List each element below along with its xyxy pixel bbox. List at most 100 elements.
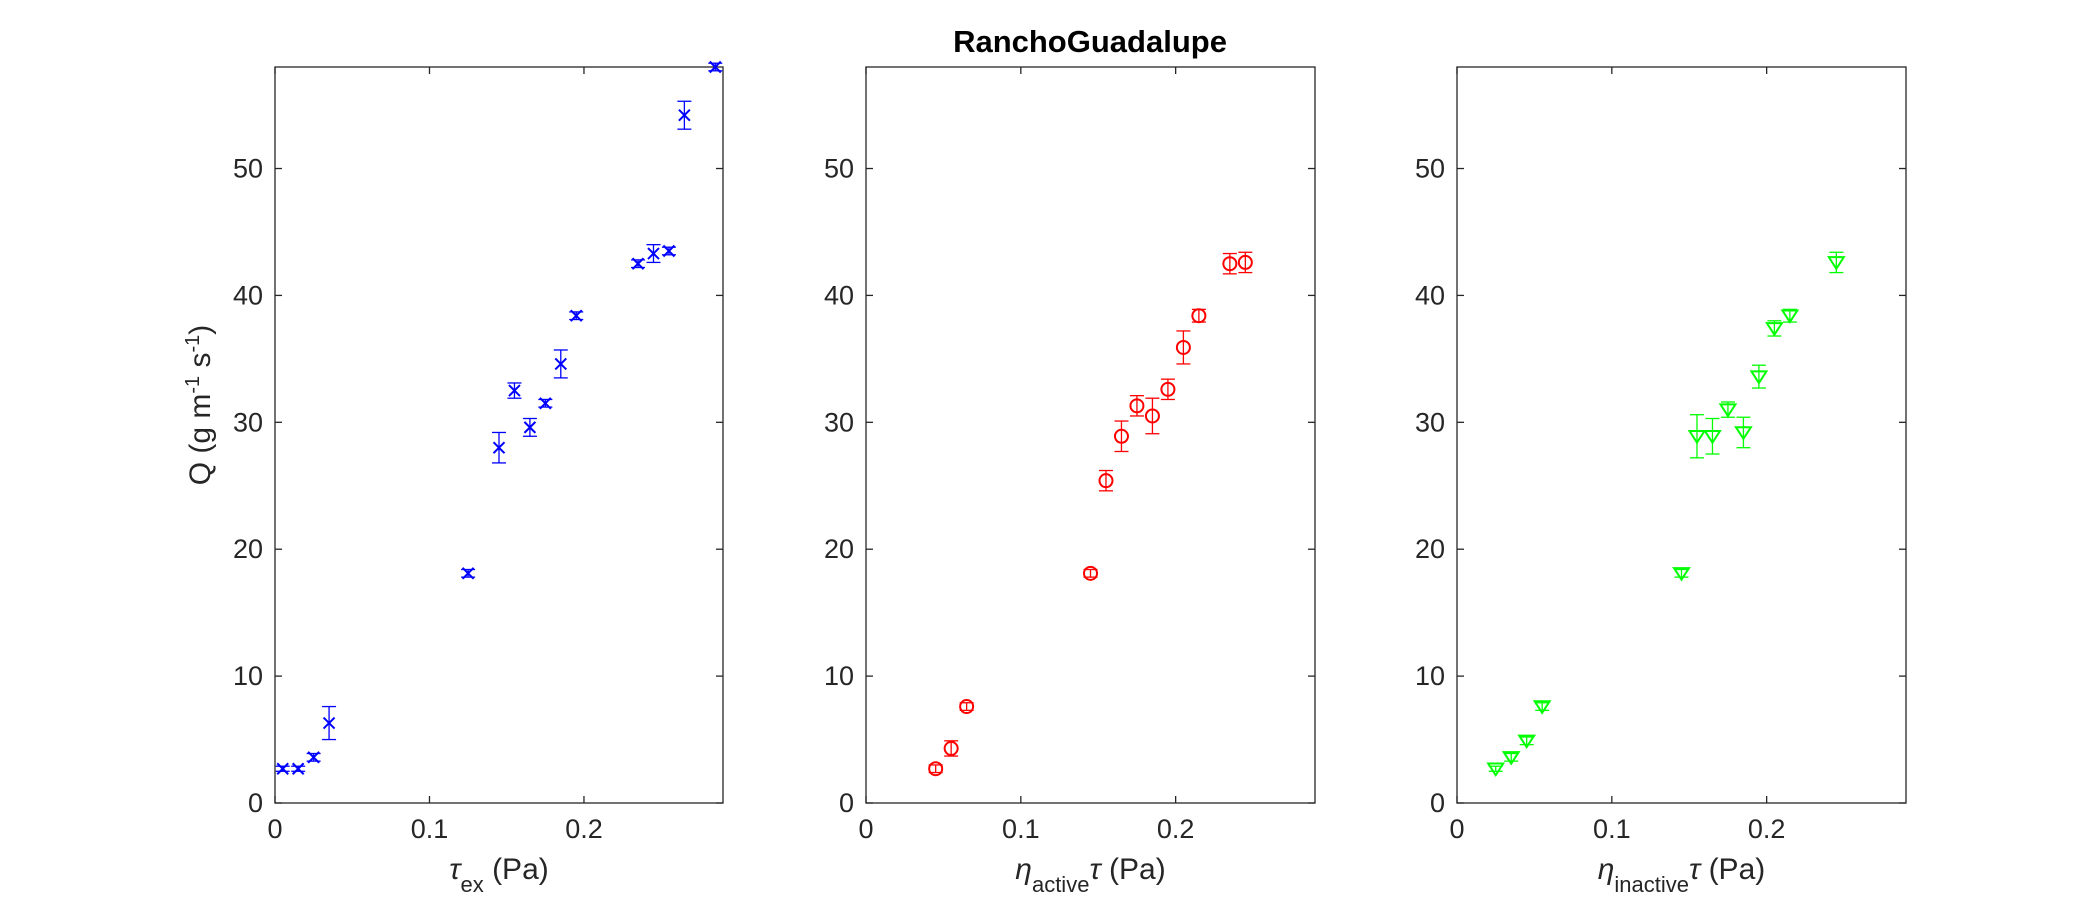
y-axis-label-main: Q (g m bbox=[184, 394, 217, 486]
chart-title: RanchoGuadalupe bbox=[953, 24, 1227, 59]
panel-eta-active: 0 10 20 30 40 50 0 0.1 0.2 ηactiveτ (Pa) bbox=[824, 66, 1316, 897]
x-marker bbox=[291, 762, 305, 775]
data-point bbox=[943, 740, 959, 757]
y-tick-label: 30 bbox=[824, 407, 854, 437]
y-tick-label: 30 bbox=[233, 407, 263, 437]
x-marker bbox=[539, 397, 552, 410]
circle-marker bbox=[1222, 256, 1238, 272]
y-tick-label: 50 bbox=[1415, 154, 1445, 184]
data-point bbox=[275, 762, 290, 775]
triangle-marker bbox=[1749, 370, 1769, 385]
data-point bbox=[1160, 378, 1176, 401]
x-marker bbox=[570, 309, 583, 322]
y-tick-label: 50 bbox=[824, 154, 854, 184]
data-point bbox=[1517, 734, 1537, 750]
data-point bbox=[1532, 700, 1552, 715]
data-point bbox=[661, 244, 676, 258]
circle-marker bbox=[1237, 254, 1253, 270]
x-marker bbox=[554, 357, 568, 371]
x-marker bbox=[631, 257, 645, 270]
circle-marker bbox=[1113, 428, 1129, 444]
data-point bbox=[1113, 420, 1129, 453]
data-point bbox=[1098, 469, 1114, 492]
data-point bbox=[1718, 401, 1738, 418]
data-point bbox=[631, 257, 646, 270]
y-tick-label: 0 bbox=[1430, 788, 1445, 818]
data-point bbox=[1672, 567, 1691, 582]
triangle-marker bbox=[1517, 734, 1537, 750]
x-tick-label: 0.2 bbox=[1748, 814, 1786, 844]
x-marker bbox=[461, 567, 475, 580]
x-axis-label-unit: (Pa) bbox=[1101, 853, 1166, 886]
y-tick-label: 40 bbox=[824, 280, 854, 310]
x-tick-label: 0.2 bbox=[565, 814, 603, 844]
x-tick-label: 0.1 bbox=[1593, 814, 1631, 844]
x-marker bbox=[647, 247, 660, 260]
y-axis-label-end: ) bbox=[184, 325, 217, 335]
x-marker bbox=[322, 716, 336, 730]
data-point bbox=[1237, 251, 1253, 274]
data-point bbox=[1191, 308, 1207, 324]
x-axis-label-subscript: active bbox=[1032, 872, 1089, 897]
y-tick-label: 50 bbox=[233, 154, 263, 184]
data-point bbox=[646, 244, 661, 264]
x-marker bbox=[523, 421, 537, 434]
y-tick-label: 10 bbox=[824, 661, 854, 691]
plot-area bbox=[1456, 66, 1907, 804]
circle-marker bbox=[959, 699, 975, 715]
y-tick-label: 40 bbox=[1415, 280, 1445, 310]
x-marker bbox=[492, 441, 506, 454]
data-point bbox=[291, 762, 306, 775]
data-point bbox=[306, 751, 321, 764]
circle-marker bbox=[943, 740, 959, 756]
y-tick-label: 10 bbox=[233, 661, 263, 691]
triangle-marker bbox=[1687, 430, 1707, 445]
data-point bbox=[1703, 417, 1722, 455]
x-tick-label: 0 bbox=[858, 814, 873, 844]
data-point bbox=[553, 349, 568, 379]
x-axis-label-symbol: η bbox=[1015, 853, 1032, 886]
x-axis-label-symbol: τ bbox=[449, 853, 462, 886]
triangle-marker bbox=[1486, 762, 1506, 777]
x-axis-label-unit: (Pa) bbox=[1700, 853, 1765, 886]
data-point bbox=[522, 417, 537, 437]
data-point bbox=[959, 699, 975, 715]
x-marker bbox=[678, 109, 691, 122]
x-axis-label-subscript: inactive bbox=[1614, 872, 1689, 897]
circle-marker bbox=[1083, 565, 1098, 581]
data-point bbox=[1486, 762, 1506, 777]
triangle-marker bbox=[1672, 567, 1691, 582]
circle-marker bbox=[1144, 408, 1160, 424]
triangle-marker bbox=[1765, 322, 1784, 337]
data-point bbox=[1129, 395, 1145, 417]
y-tick-label: 30 bbox=[1415, 407, 1445, 437]
x-axis-label-tau: τ bbox=[1689, 853, 1702, 886]
triangle-marker bbox=[1501, 751, 1521, 766]
y-tick-label: 20 bbox=[233, 534, 263, 564]
panel-tau-ex: 0 10 20 30 40 50 0 0.1 0.2 τex (Pa) bbox=[233, 60, 724, 897]
triangle-marker bbox=[1734, 426, 1753, 441]
data-point bbox=[1826, 251, 1846, 274]
data-point bbox=[1734, 416, 1753, 449]
data-point bbox=[538, 397, 553, 410]
triangle-marker bbox=[1718, 403, 1738, 418]
x-marker bbox=[276, 762, 289, 775]
x-axis-label-symbol: η bbox=[1598, 853, 1615, 886]
data-point bbox=[1222, 252, 1238, 275]
x-tick-label: 0 bbox=[267, 814, 282, 844]
x-axis-label-unit: (Pa) bbox=[484, 853, 549, 886]
y-axis-label-sup1: -1 bbox=[182, 376, 204, 394]
data-point bbox=[708, 60, 723, 74]
data-point bbox=[1144, 397, 1160, 435]
y-tick-label: 0 bbox=[839, 788, 854, 818]
circle-marker bbox=[1175, 339, 1191, 355]
x-marker bbox=[508, 384, 521, 397]
triangle-marker bbox=[1532, 700, 1552, 715]
x-marker bbox=[709, 60, 722, 74]
y-axis-label: Q (g m-1 s-1) bbox=[182, 325, 217, 486]
data-point bbox=[677, 100, 692, 130]
data-point bbox=[1501, 751, 1521, 766]
triangle-marker bbox=[1826, 256, 1846, 271]
data-point bbox=[569, 309, 584, 322]
